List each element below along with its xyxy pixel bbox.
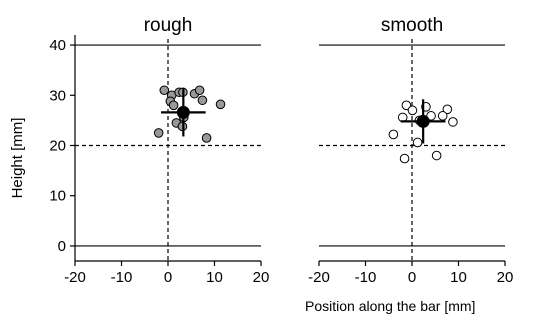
data-point (197, 95, 208, 106)
data-point (215, 99, 226, 110)
data-point (431, 150, 442, 161)
data-point (159, 85, 170, 96)
panel-smooth: smooth -20 -10 0 10 20 Position along the bar … (305, 15, 513, 314)
x-tick-label: 0 (164, 269, 172, 286)
y-tick-label: 10 (49, 188, 66, 205)
x-tick-label: -10 (111, 269, 133, 286)
chart-title: rough (144, 15, 193, 36)
data-point (448, 117, 458, 127)
x-tick-label: 10 (450, 269, 467, 286)
x-tick-label: -20 (64, 269, 86, 286)
y-tick-label: 40 (49, 37, 66, 54)
data-point (168, 100, 179, 111)
data-point (426, 111, 436, 121)
chart-title: smooth (381, 15, 443, 36)
data-point (401, 100, 412, 111)
data-point (412, 137, 423, 148)
data-point (442, 104, 453, 115)
data-point (194, 85, 205, 96)
data-point (201, 133, 212, 143)
data-point (407, 105, 418, 116)
x-tick-label: 20 (253, 269, 270, 286)
y-tick-label: 20 (49, 137, 66, 154)
data-point (399, 153, 410, 164)
y-tick-label: 30 (49, 87, 66, 104)
x-axis-label: Position along the bar [mm] (305, 298, 475, 314)
data-point (437, 111, 448, 121)
mean-point (416, 114, 430, 128)
x-tick-label: 0 (408, 269, 416, 286)
x-tick-label: 10 (206, 269, 223, 286)
x-tick-label: -20 (308, 269, 330, 286)
panel-rough: rough -20 -10 0 10 20 0 10 20 30 40 Height [mm] (9, 15, 269, 286)
data-point (153, 128, 164, 138)
y-tick-label: 0 (58, 238, 66, 255)
x-tick-label: 20 (497, 269, 514, 286)
x-tick-label: -10 (355, 269, 377, 286)
y-axis-label: Height [mm] (9, 118, 26, 199)
mean-point (176, 105, 190, 119)
data-point (388, 129, 399, 140)
